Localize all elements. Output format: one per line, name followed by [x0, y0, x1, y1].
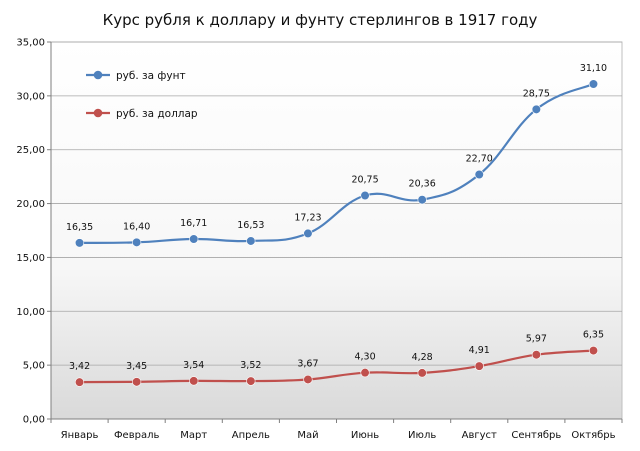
data-label-pound: 17,23 [294, 212, 321, 223]
y-tick-label: 35,00 [16, 38, 45, 49]
data-label-pound: 20,36 [409, 179, 436, 190]
data-label-dollar: 3,42 [69, 361, 90, 372]
x-tick-label: Август [462, 430, 497, 441]
data-label-dollar: 6,35 [583, 330, 604, 341]
data-label-pound: 16,35 [66, 222, 93, 233]
data-label-dollar: 4,28 [412, 352, 433, 363]
data-label-dollar: 4,30 [354, 352, 375, 363]
y-tick-label: 15,00 [16, 253, 45, 264]
data-point-pound [360, 190, 370, 201]
legend: руб. за фунт руб. за доллар [86, 70, 198, 120]
data-point-pound [74, 238, 85, 248]
data-point-dollar [417, 368, 427, 378]
data-point-pound [303, 228, 313, 239]
data-label-pound: 22,70 [466, 153, 493, 164]
data-label-dollar: 3,67 [297, 358, 318, 369]
legend-label-dollar: руб. за доллар [116, 108, 198, 120]
x-tick-label: Сентябрь [511, 430, 561, 441]
data-point-dollar [588, 346, 599, 356]
data-point-pound [246, 236, 256, 246]
data-label-dollar: 3,54 [183, 360, 204, 371]
data-point-pound [132, 237, 142, 247]
data-label-pound: 28,75 [523, 88, 550, 99]
y-tick-label: 20,00 [16, 199, 45, 210]
data-label-pound: 20,75 [351, 174, 378, 185]
y-tick-label: 30,00 [16, 91, 45, 102]
x-tick-label: Июнь [351, 430, 379, 441]
data-label-pound: 31,10 [580, 63, 607, 74]
x-tick-label: Октябрь [571, 430, 615, 441]
x-tick-label: Февраль [114, 430, 160, 441]
x-tick-label: Июль [408, 430, 436, 441]
legend-marker-pound [93, 70, 103, 80]
data-point-dollar [246, 376, 256, 386]
y-tick-label: 0,00 [23, 415, 45, 426]
series-line-dollar [79, 349, 594, 384]
data-label-pound: 16,40 [123, 221, 150, 232]
data-label-dollar: 5,97 [526, 334, 547, 345]
data-point-dollar [531, 350, 541, 360]
y-tick-label: 25,00 [16, 145, 45, 156]
y-tick-label: 10,00 [16, 307, 45, 318]
y-tick-label: 5,00 [23, 361, 45, 372]
data-label-pound: 16,71 [180, 218, 207, 229]
data-label-dollar: 3,52 [240, 360, 261, 371]
legend-marker-dollar [93, 108, 103, 118]
data-point-pound [417, 195, 427, 205]
series-line-pound [79, 82, 594, 244]
data-point-pound [531, 104, 541, 114]
x-tick-label: Март [180, 430, 207, 441]
data-point-pound [474, 169, 484, 180]
data-point-dollar [360, 368, 370, 378]
data-point-dollar [474, 361, 484, 371]
data-label-dollar: 4,91 [469, 345, 490, 356]
data-label-pound: 16,53 [237, 220, 264, 231]
plot-area: 0,00 5,00 10,00 15,00 20,00 25,00 30,00 35,00 Ян… [16, 38, 623, 441]
data-label-dollar: 3,45 [126, 361, 147, 372]
data-point-dollar [74, 377, 85, 387]
data-point-dollar [303, 374, 313, 385]
legend-label-pound: руб. за фунт [116, 70, 186, 82]
x-tick-label: Май [297, 430, 318, 441]
data-point-pound [189, 234, 199, 244]
data-point-dollar [132, 377, 142, 387]
data-point-dollar [189, 376, 199, 386]
x-tick-label: Январь [61, 430, 99, 441]
x-tick-label: Апрель [232, 430, 270, 441]
chart-title: Курс рубля к доллару и фунту стерлингов … [103, 11, 538, 29]
data-point-pound [588, 79, 599, 89]
